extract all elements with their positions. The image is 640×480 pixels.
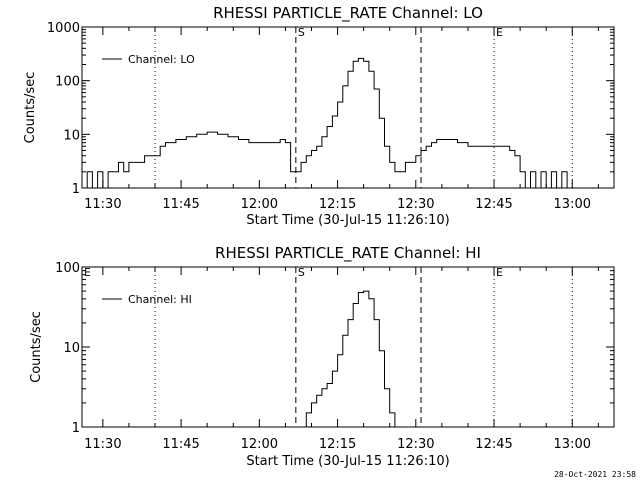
series-line — [82, 57, 614, 189]
event-marker-label: E — [496, 26, 503, 39]
x-tick-label: 11:45 — [162, 197, 199, 212]
legend-entry: Channel: LO — [128, 53, 195, 66]
event-marker-label: E — [496, 266, 503, 279]
y-tick-label: 1 — [72, 421, 80, 436]
timestamp: 28-Oct-2021 23:58 — [554, 470, 636, 479]
plot-frame — [81, 26, 615, 189]
x-tick-label: 12:15 — [319, 437, 356, 452]
x-tick-label: 11:45 — [162, 437, 199, 452]
y-tick-label: 1 — [72, 182, 80, 197]
y-tick-label: 100 — [55, 261, 80, 276]
y-tick-label: 10 — [63, 128, 80, 143]
series-line — [301, 290, 401, 428]
x-tick-label: 12:45 — [475, 197, 512, 212]
x-tick-label: 11:30 — [84, 437, 121, 452]
x-tick-label: 12:30 — [397, 437, 434, 452]
x-tick-label: 13:00 — [554, 197, 591, 212]
plot-frame — [81, 266, 615, 428]
chart-title: RHESSI PARTICLE_RATE Channel: HI — [215, 244, 481, 263]
x-tick-label: 12:15 — [319, 197, 356, 212]
event-marker-label: E — [84, 266, 91, 279]
x-axis-label: Start Time (30-Jul-15 11:26:10) — [246, 213, 449, 228]
x-axis-label: Start Time (30-Jul-15 11:26:10) — [246, 454, 449, 469]
event-marker-label: S — [298, 26, 305, 39]
y-tick-label: 1000 — [47, 21, 80, 36]
chart-1: RHESSI PARTICLE_RATE Channel: LO 1 10 100 10… — [23, 4, 615, 228]
x-tick-label: 12:00 — [241, 437, 278, 452]
x-tick-label: 12:45 — [475, 437, 512, 452]
x-tick-label: 12:30 — [397, 197, 434, 212]
x-tick-label: 12:00 — [241, 197, 278, 212]
y-axis-label: Counts/sec — [29, 311, 44, 383]
chart-title: RHESSI PARTICLE_RATE Channel: LO — [213, 4, 483, 23]
chart-2: RHESSI PARTICLE_RATE Channel: HI 1 10 100 11… — [29, 244, 615, 469]
y-axis-label: Counts/sec — [23, 72, 38, 144]
event-marker-label: S — [298, 266, 305, 279]
legend-entry: Channel: HI — [128, 293, 192, 306]
x-tick-label: 13:00 — [554, 437, 591, 452]
y-tick-label: 10 — [63, 341, 80, 356]
y-tick-label: 100 — [55, 75, 80, 90]
x-tick-label: 11:30 — [84, 197, 121, 212]
